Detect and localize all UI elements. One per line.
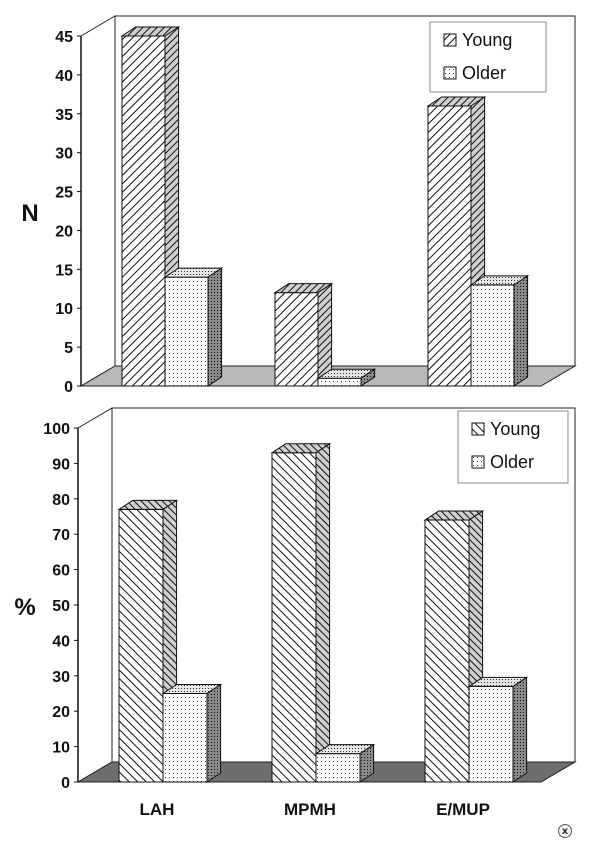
bar-older-mpmh-front [317,377,362,387]
y-tick-label: 10 [55,301,73,318]
legend-label-older: Older [462,63,506,83]
y-axis-label: % [14,594,35,621]
x-category-label: E/MUP [436,800,490,819]
bar-young-mpmh-front [274,292,319,387]
y-tick-label: 25 [55,185,73,202]
y-tick-label: 10 [52,740,70,757]
bar-young-mpmh-front [271,452,317,783]
legend-label-young: Young [490,419,540,439]
bar-young-e-mup-front [424,519,470,783]
y-tick-label: 60 [52,563,70,580]
bar-older-lah-front [162,693,208,783]
legend-swatch-young [443,33,457,47]
y-tick-label: 15 [55,262,73,279]
legend-label-young: Young [462,30,512,50]
y-tick-label: 30 [55,146,73,163]
bar-older-lah-side [206,683,222,783]
bar-older-lah-front [164,276,209,387]
y-tick-label: 20 [55,223,73,240]
y-axis-label: N [21,200,38,227]
bar-older-mpmh-side [359,743,375,783]
bar-older-e-mup-side [512,676,528,783]
y-tick-label: 0 [64,379,73,396]
bar-older-lah-side [207,267,223,387]
bar-older-e-mup-front [470,284,515,387]
legend-swatch-young [471,422,485,436]
bar-young-lah-front [118,508,164,783]
bar-older-e-mup-side [513,274,529,387]
bar-older-mpmh-front [315,753,361,783]
y-tick-label: 70 [52,527,70,544]
bar-young-lah-front [121,35,166,387]
y-tick-label: 35 [55,107,73,124]
bar-older-e-mup [467,676,529,783]
bar-young-mpmh [273,282,334,387]
y-tick-label: 90 [52,456,70,473]
bar-older-mpmh [314,743,376,783]
legend-swatch-older [443,66,457,80]
legend-label-older: Older [490,452,534,472]
y-tick-label: 5 [64,340,73,357]
bar-older-e-mup-front [468,685,514,783]
y-tick-label: 40 [52,633,70,650]
y-tick-label: 40 [55,68,73,85]
y-tick-label: 100 [43,421,70,438]
y-tick-label: 80 [52,492,70,509]
bar-young-mpmh [270,442,332,783]
side-wall [80,15,116,387]
bar-young-e-mup-front [427,105,472,387]
bar-older-mpmh [316,368,377,387]
legend: Young Older [429,21,547,93]
legend-swatch-older [471,455,485,469]
y-tick-label: 45 [55,29,73,46]
side-wall [77,407,113,783]
legend: Young Older [457,410,569,484]
bar-older-lah [163,267,224,387]
bar-older-e-mup [469,274,530,387]
x-category-label: MPMH [284,800,336,819]
y-tick-label: 50 [52,598,70,615]
bar-older-mpmh-side [360,368,376,387]
bar-older-lah [161,683,223,783]
y-tick-label: 30 [52,669,70,686]
y-tick-label: 0 [61,775,70,792]
x-category-label: LAH [140,800,175,819]
close-icon[interactable]: x [558,824,572,838]
y-tick-label: 20 [52,704,70,721]
bar-young-mpmh-side [315,442,331,783]
